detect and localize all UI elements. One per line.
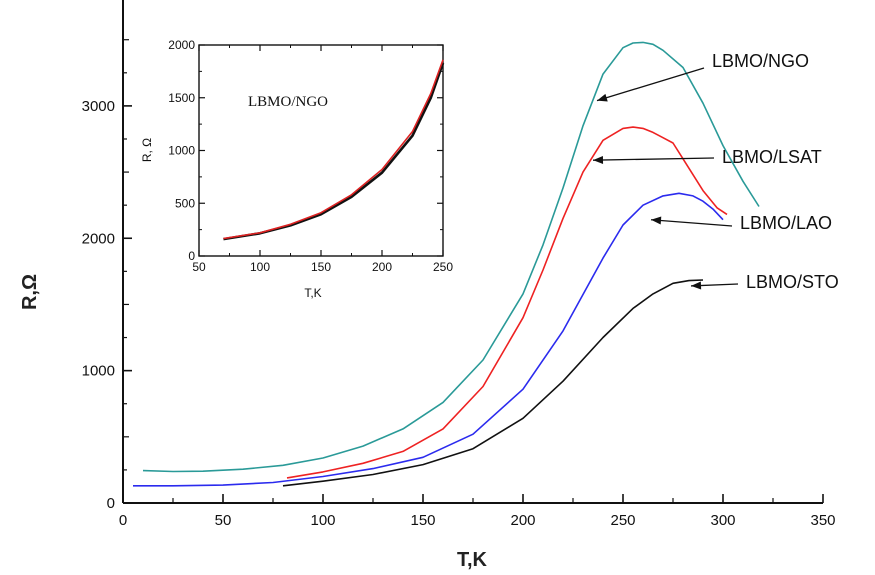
- inset-y-tick-label: 0: [188, 249, 195, 263]
- inset-series-line-2: [223, 59, 444, 240]
- annotation-label: LBMO/LSAT: [722, 147, 822, 167]
- inset-y-tick-label: 2000: [168, 38, 195, 52]
- annotation-arrow-head: [593, 155, 604, 164]
- inset-y-axis-label: R, Ω: [140, 138, 154, 162]
- main-y-tick-label: 2000: [82, 230, 115, 247]
- inset-x-tick-label: 150: [311, 260, 331, 274]
- annotation-label: LBMO/LAO: [740, 213, 832, 233]
- series-line-lbmo-lsat: [286, 126, 728, 479]
- main-x-tick-label: 150: [410, 512, 435, 529]
- annotation-arrow-line: [592, 157, 715, 161]
- main-x-axis-label: T,K: [457, 549, 488, 571]
- inset-x-axis-label: T,K: [304, 286, 321, 300]
- series-line-lbmo-sto: [282, 279, 704, 487]
- annotation-lbmo-lao: LBMO/LAO: [650, 213, 832, 233]
- main-x-tick-label: 350: [810, 512, 835, 529]
- series-line-lbmo-ngo: [142, 41, 760, 473]
- main-y-tick-label: 1000: [82, 363, 115, 380]
- inset-plot: 50 100 150 200 250 0 500 1000 1500 2000: [168, 38, 453, 274]
- inset-x-tick-label: 200: [372, 260, 392, 274]
- inset-y-tick-label: 1500: [168, 91, 195, 105]
- main-x-tick-label: 0: [119, 512, 127, 529]
- inset-y-tick-label: 1000: [168, 144, 195, 158]
- annotation-label: LBMO/NGO: [712, 51, 809, 71]
- annotation-arrow-line: [596, 67, 705, 102]
- inset-title: LBMO/NGO: [248, 94, 328, 110]
- annotation-lbmo-sto: LBMO/STO: [690, 272, 839, 292]
- annotation-arrow-head: [651, 216, 662, 225]
- annotation-arrow-line: [650, 219, 733, 227]
- main-x-tick-label: 50: [215, 512, 232, 529]
- inset-x-tick-label: 50: [192, 260, 206, 274]
- main-plot: 0 50 100 150 200 250 300 3500100020003000LBMO/N…: [82, 0, 839, 529]
- inset-x-tick-label: 100: [250, 260, 270, 274]
- inset-frame: [198, 44, 444, 257]
- main-x-tick-label: 300: [710, 512, 735, 529]
- main-x-tick-label: 200: [510, 512, 535, 529]
- series-line-lbmo-lao: [133, 192, 724, 487]
- inset-x-tick-label: 250: [433, 260, 453, 274]
- annotation-lbmo-lsat: LBMO/LSAT: [592, 147, 822, 167]
- annotation-lbmo-ngo: LBMO/NGO: [596, 51, 809, 102]
- main-y-tick-label: 3000: [82, 98, 115, 115]
- annotation-arrow-head: [597, 93, 608, 102]
- inset-y-tick-label: 500: [175, 196, 195, 210]
- main-y-tick-label: 0: [107, 495, 115, 512]
- annotation-label: LBMO/STO: [746, 272, 839, 292]
- main-x-tick-label: 100: [310, 512, 335, 529]
- annotation-arrow-head: [691, 281, 702, 290]
- main-y-axis-label: R,Ω: [19, 274, 41, 310]
- main-x-tick-label: 250: [610, 512, 635, 529]
